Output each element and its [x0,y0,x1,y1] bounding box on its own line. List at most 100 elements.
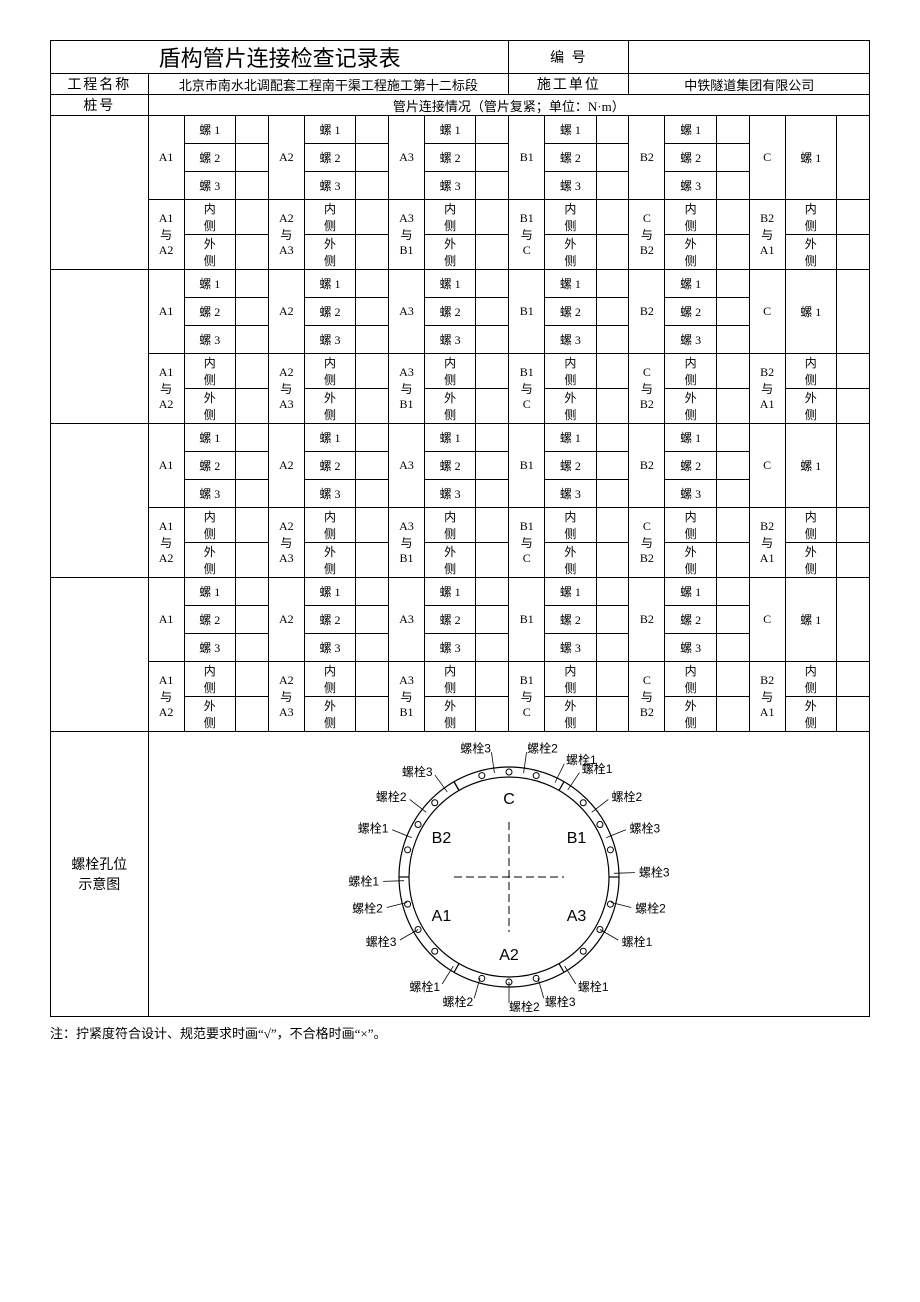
value-cell[interactable] [476,235,509,270]
value-cell[interactable] [476,480,509,508]
value-cell[interactable] [476,508,509,543]
value-cell[interactable] [476,298,509,326]
value-cell[interactable] [476,662,509,697]
value-cell[interactable] [716,172,749,200]
block-leader[interactable] [51,116,149,270]
value-cell[interactable] [716,634,749,662]
value-cell[interactable] [235,424,268,452]
value-cell[interactable] [356,480,389,508]
value-cell[interactable] [836,578,869,662]
value-cell[interactable] [716,200,749,235]
value-cell[interactable] [716,697,749,732]
value-cell[interactable] [716,424,749,452]
value-cell[interactable] [716,354,749,389]
value-cell[interactable] [356,634,389,662]
value-cell[interactable] [716,508,749,543]
value-cell[interactable] [596,480,629,508]
value-cell[interactable] [716,578,749,606]
value-cell[interactable] [716,662,749,697]
value-cell[interactable] [356,452,389,480]
value-cell[interactable] [836,235,869,270]
value-cell[interactable] [356,354,389,389]
value-cell[interactable] [235,606,268,634]
value-cell[interactable] [476,389,509,424]
value-cell[interactable] [356,200,389,235]
value-cell[interactable] [596,298,629,326]
value-cell[interactable] [235,298,268,326]
value-cell[interactable] [235,116,268,144]
value-cell[interactable] [476,326,509,354]
value-cell[interactable] [596,270,629,298]
value-cell[interactable] [596,543,629,578]
value-cell[interactable] [476,606,509,634]
value-cell[interactable] [596,452,629,480]
value-cell[interactable] [716,543,749,578]
value-cell[interactable] [836,389,869,424]
value-cell[interactable] [476,543,509,578]
value-cell[interactable] [476,452,509,480]
value-cell[interactable] [235,543,268,578]
value-cell[interactable] [836,508,869,543]
value-cell[interactable] [356,270,389,298]
value-cell[interactable] [356,144,389,172]
value-cell[interactable] [356,508,389,543]
value-cell[interactable] [716,452,749,480]
value-cell[interactable] [476,270,509,298]
value-cell[interactable] [596,606,629,634]
value-cell[interactable] [476,354,509,389]
value-cell[interactable] [235,452,268,480]
value-cell[interactable] [836,354,869,389]
value-cell[interactable] [596,354,629,389]
value-cell[interactable] [596,389,629,424]
value-cell[interactable] [596,144,629,172]
value-cell[interactable] [235,508,268,543]
value-cell[interactable] [476,116,509,144]
value-cell[interactable] [235,235,268,270]
block-leader[interactable] [51,270,149,424]
value-cell[interactable] [235,389,268,424]
value-cell[interactable] [356,172,389,200]
value-cell[interactable] [476,424,509,452]
value-cell[interactable] [596,235,629,270]
value-cell[interactable] [356,543,389,578]
value-cell[interactable] [596,634,629,662]
value-cell[interactable] [476,200,509,235]
value-cell[interactable] [596,578,629,606]
value-cell[interactable] [836,543,869,578]
value-cell[interactable] [596,116,629,144]
value-cell[interactable] [235,354,268,389]
value-cell[interactable] [356,606,389,634]
value-cell[interactable] [235,634,268,662]
value-cell[interactable] [476,578,509,606]
value-cell[interactable] [836,424,869,508]
value-cell[interactable] [235,172,268,200]
serial-value[interactable] [629,41,870,74]
value-cell[interactable] [836,116,869,200]
value-cell[interactable] [235,200,268,235]
value-cell[interactable] [716,144,749,172]
value-cell[interactable] [596,508,629,543]
value-cell[interactable] [836,200,869,235]
value-cell[interactable] [356,389,389,424]
value-cell[interactable] [476,172,509,200]
value-cell[interactable] [716,326,749,354]
value-cell[interactable] [235,578,268,606]
value-cell[interactable] [235,662,268,697]
value-cell[interactable] [596,424,629,452]
block-leader[interactable] [51,578,149,732]
value-cell[interactable] [356,697,389,732]
value-cell[interactable] [476,697,509,732]
value-cell[interactable] [356,235,389,270]
value-cell[interactable] [716,270,749,298]
value-cell[interactable] [356,578,389,606]
value-cell[interactable] [716,606,749,634]
value-cell[interactable] [235,326,268,354]
value-cell[interactable] [356,424,389,452]
block-leader[interactable] [51,424,149,578]
value-cell[interactable] [716,480,749,508]
value-cell[interactable] [596,662,629,697]
value-cell[interactable] [716,116,749,144]
value-cell[interactable] [716,389,749,424]
value-cell[interactable] [836,270,869,354]
value-cell[interactable] [235,270,268,298]
